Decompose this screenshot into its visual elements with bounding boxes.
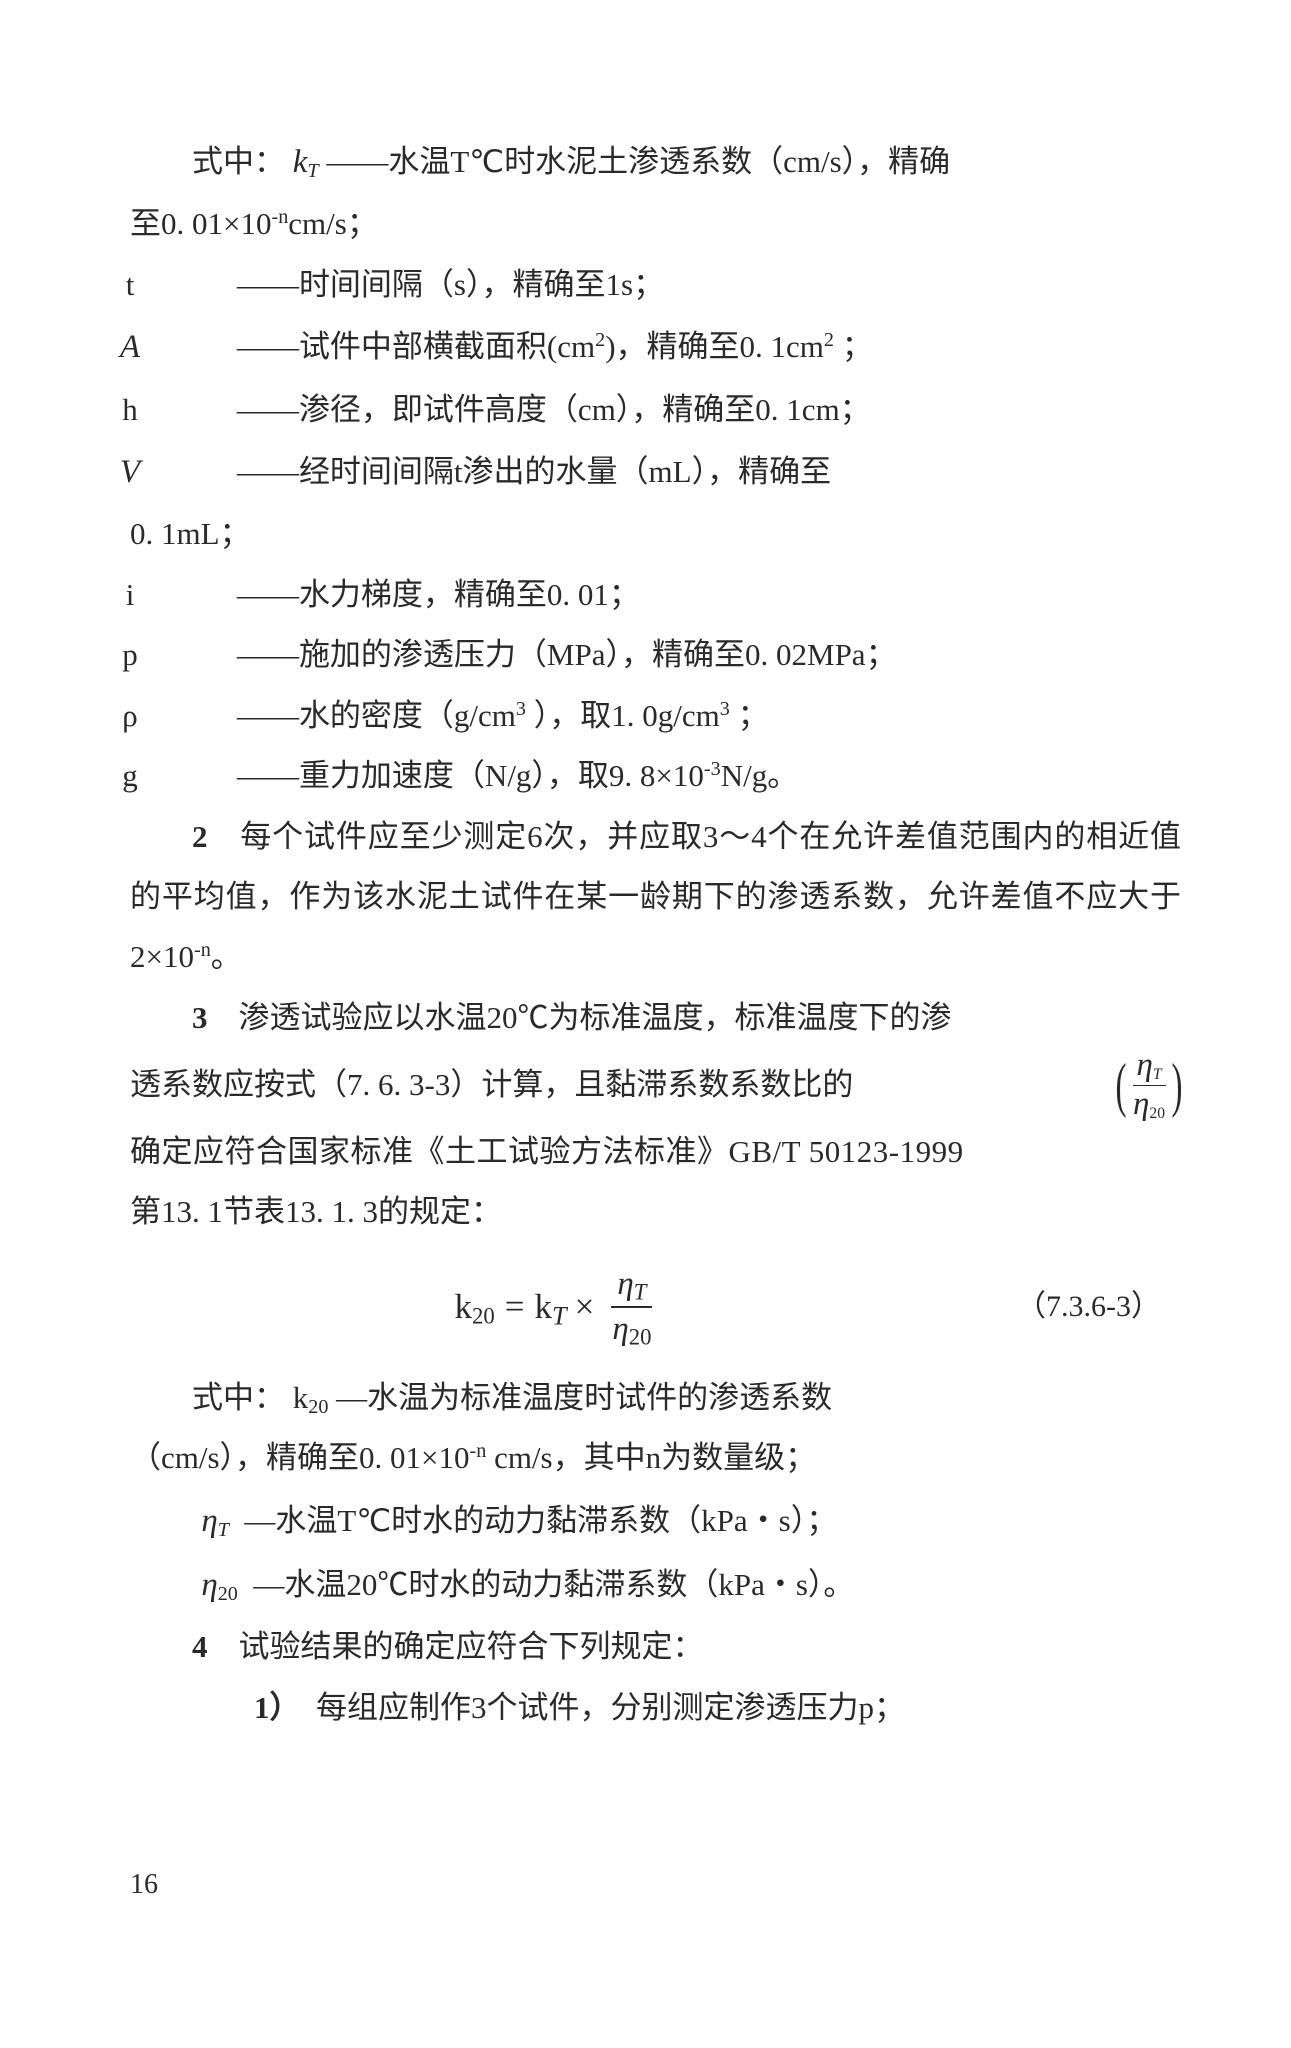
def-text-p: ——施加的渗透压力（MPa），精确至0. 02MPa； <box>237 637 897 672</box>
symbol-etaT: ηT <box>201 1503 229 1538</box>
para3-label: 3 <box>192 1000 208 1035</box>
paragraph-3-line3: 确定应符合国家标准《土工试验方法标准》GB/T 50123-1999 <box>130 1122 1181 1182</box>
def-cont-V: 0. 1mL； <box>130 504 1181 564</box>
eta-bot: η20 <box>1129 1086 1169 1122</box>
symbol-h: h <box>192 380 229 440</box>
def-line-h: h ——渗径，即试件高度（cm），精确至0. 1cm； <box>130 380 1181 440</box>
symbol-rho: ρ <box>192 686 229 746</box>
para2-label: 2 <box>192 819 208 854</box>
symbol-A: A <box>192 315 229 379</box>
def2-line-eta20: η20 —水温20℃时水的动力黏滞系数（kPa・s）。 <box>130 1553 1181 1617</box>
def2-cont-k20: （cm/s），精确至0. 01×10-n cm/s，其中n为数量级； <box>130 1428 1181 1488</box>
equation-number: （7.3.6-3） <box>1016 1278 1161 1337</box>
symbol-t: t <box>192 255 229 315</box>
def2-text-k20: —水温为标准温度时试件的渗透系数 <box>336 1380 832 1415</box>
equation-body: k20 = kT × ηT η20 <box>455 1265 662 1350</box>
times-icon: × <box>575 1273 595 1341</box>
def-line-rho: ρ ——水的密度（g/cm3 ），取1. 0g/cm3 ； <box>130 686 1181 746</box>
def-line-kT: 式中： kT ——水温T℃时水泥土渗透系数（cm/s），精确 <box>130 130 1181 194</box>
def2-line-etaT: ηT —水温T℃时水的动力黏滞系数（kPa・s）； <box>130 1489 1181 1553</box>
para3-text2: 透系数应按式（7. 6. 3-3）计算，且黏滞系数系数比的 <box>130 1055 853 1115</box>
symbol-p: p <box>192 625 229 685</box>
eta-ratio-inline: ( ηT η20 ) <box>1117 1048 1181 1122</box>
def-text-kT: ——水温T℃时水泥土渗透系数（cm/s），精确 <box>326 144 950 179</box>
def-text-t: ——时间间隔（s），精确至1s； <box>237 267 664 302</box>
def-text-A: ——试件中部横截面积(cm2)，精确至0. 1cm2 ； <box>237 329 873 364</box>
para2-text: 每个试件应至少测定6次，并应取3～4个在允许差值范围内的相近值的平均值，作为该水… <box>130 819 1181 975</box>
def-line-t: t ——时间间隔（s），精确至1s； <box>130 255 1181 315</box>
eq-frac-bot: η20 <box>606 1308 657 1350</box>
subitem-1: 1） 每组应制作3个试件，分别测定渗透压力p； <box>130 1678 1181 1738</box>
para4-text: 试验结果的确定应符合下列规定： <box>239 1629 704 1664</box>
def2-text-eta20: —水温20℃时水的动力黏滞系数（kPa・s）。 <box>246 1567 855 1602</box>
defs2-prefix: 式中： <box>192 1380 285 1415</box>
def-line-i: i ——水力梯度，精确至0. 01； <box>130 565 1181 625</box>
definitions-block-2: 式中： k20 —水温为标准温度时试件的渗透系数 （cm/s），精确至0. 01… <box>130 1368 1181 1618</box>
definitions-block-1: 式中： kT ——水温T℃时水泥土渗透系数（cm/s），精确 至0. 01×10… <box>130 130 1181 807</box>
paragraph-3-line4: 第13. 1节表13. 1. 3的规定： <box>130 1182 1181 1242</box>
eq-lhs: k20 <box>455 1273 495 1341</box>
symbol-k20: k20 <box>293 1380 329 1415</box>
paragraph-3-line2: 透系数应按式（7. 6. 3-3）计算，且黏滞系数系数比的 ( ηT η20 ) <box>130 1048 1181 1122</box>
paragraph-3-line1: 3 渗透试验应以水温20℃为标准温度，标准温度下的渗 <box>130 988 1181 1048</box>
eta-top: ηT <box>1133 1048 1166 1085</box>
symbol-i: i <box>192 565 229 625</box>
def-line-p: p ——施加的渗透压力（MPa），精确至0. 02MPa； <box>130 625 1181 685</box>
symbol-V: V <box>192 440 229 504</box>
def2-text-etaT: —水温T℃时水的动力黏滞系数（kPa・s）； <box>237 1503 838 1538</box>
eq-frac-top: ηT <box>611 1265 652 1309</box>
def-text-i: ——水力梯度，精确至0. 01； <box>237 577 640 612</box>
sub1-label: 1） <box>254 1690 285 1725</box>
page-number: 16 <box>130 1858 1181 1913</box>
def-cont-kT: 至0. 01×10-ncm/s； <box>130 194 1181 254</box>
def-text-V: ——经时间间隔t渗出的水量（mL），精确至 <box>237 454 831 489</box>
sub1-text: 每组应制作3个试件，分别测定渗透压力p； <box>316 1690 905 1725</box>
eq-kT: kT <box>535 1273 567 1342</box>
equation-7-3-6-3: k20 = kT × ηT η20 （7.3.6-3） <box>130 1265 1181 1350</box>
eq-fraction: ηT η20 <box>606 1265 657 1350</box>
paragraph-4: 4 试验结果的确定应符合下列规定： <box>130 1617 1181 1677</box>
paragraph-2: 2 每个试件应至少测定6次，并应取3～4个在允许差值范围内的相近值的平均值，作为… <box>130 807 1181 988</box>
def-line-V: V ——经时间间隔t渗出的水量（mL），精确至 <box>130 440 1181 504</box>
def-text-g: ——重力加速度（N/g），取9. 8×10-3N/g。 <box>237 758 798 793</box>
def-line-g: g ——重力加速度（N/g），取9. 8×10-3N/g。 <box>130 746 1181 806</box>
def-line-A: A ——试件中部横截面积(cm2)，精确至0. 1cm2 ； <box>130 315 1181 379</box>
def-text-rho: ——水的密度（g/cm3 ），取1. 0g/cm3 ； <box>237 698 769 733</box>
symbol-eta20: η20 <box>201 1567 238 1602</box>
para3-text1: 渗透试验应以水温20℃为标准温度，标准温度下的渗 <box>239 1000 952 1035</box>
symbol-g: g <box>192 746 229 806</box>
def-text-h: ——渗径，即试件高度（cm），精确至0. 1cm； <box>237 392 871 427</box>
symbol-kT: kT <box>293 144 319 179</box>
equals-icon: = <box>505 1273 525 1341</box>
para4-label: 4 <box>192 1629 208 1664</box>
eta-fraction: ηT η20 <box>1129 1048 1169 1122</box>
def2-line-k20: 式中： k20 —水温为标准温度时试件的渗透系数 <box>130 1368 1181 1428</box>
defs-prefix: 式中： <box>192 144 285 179</box>
